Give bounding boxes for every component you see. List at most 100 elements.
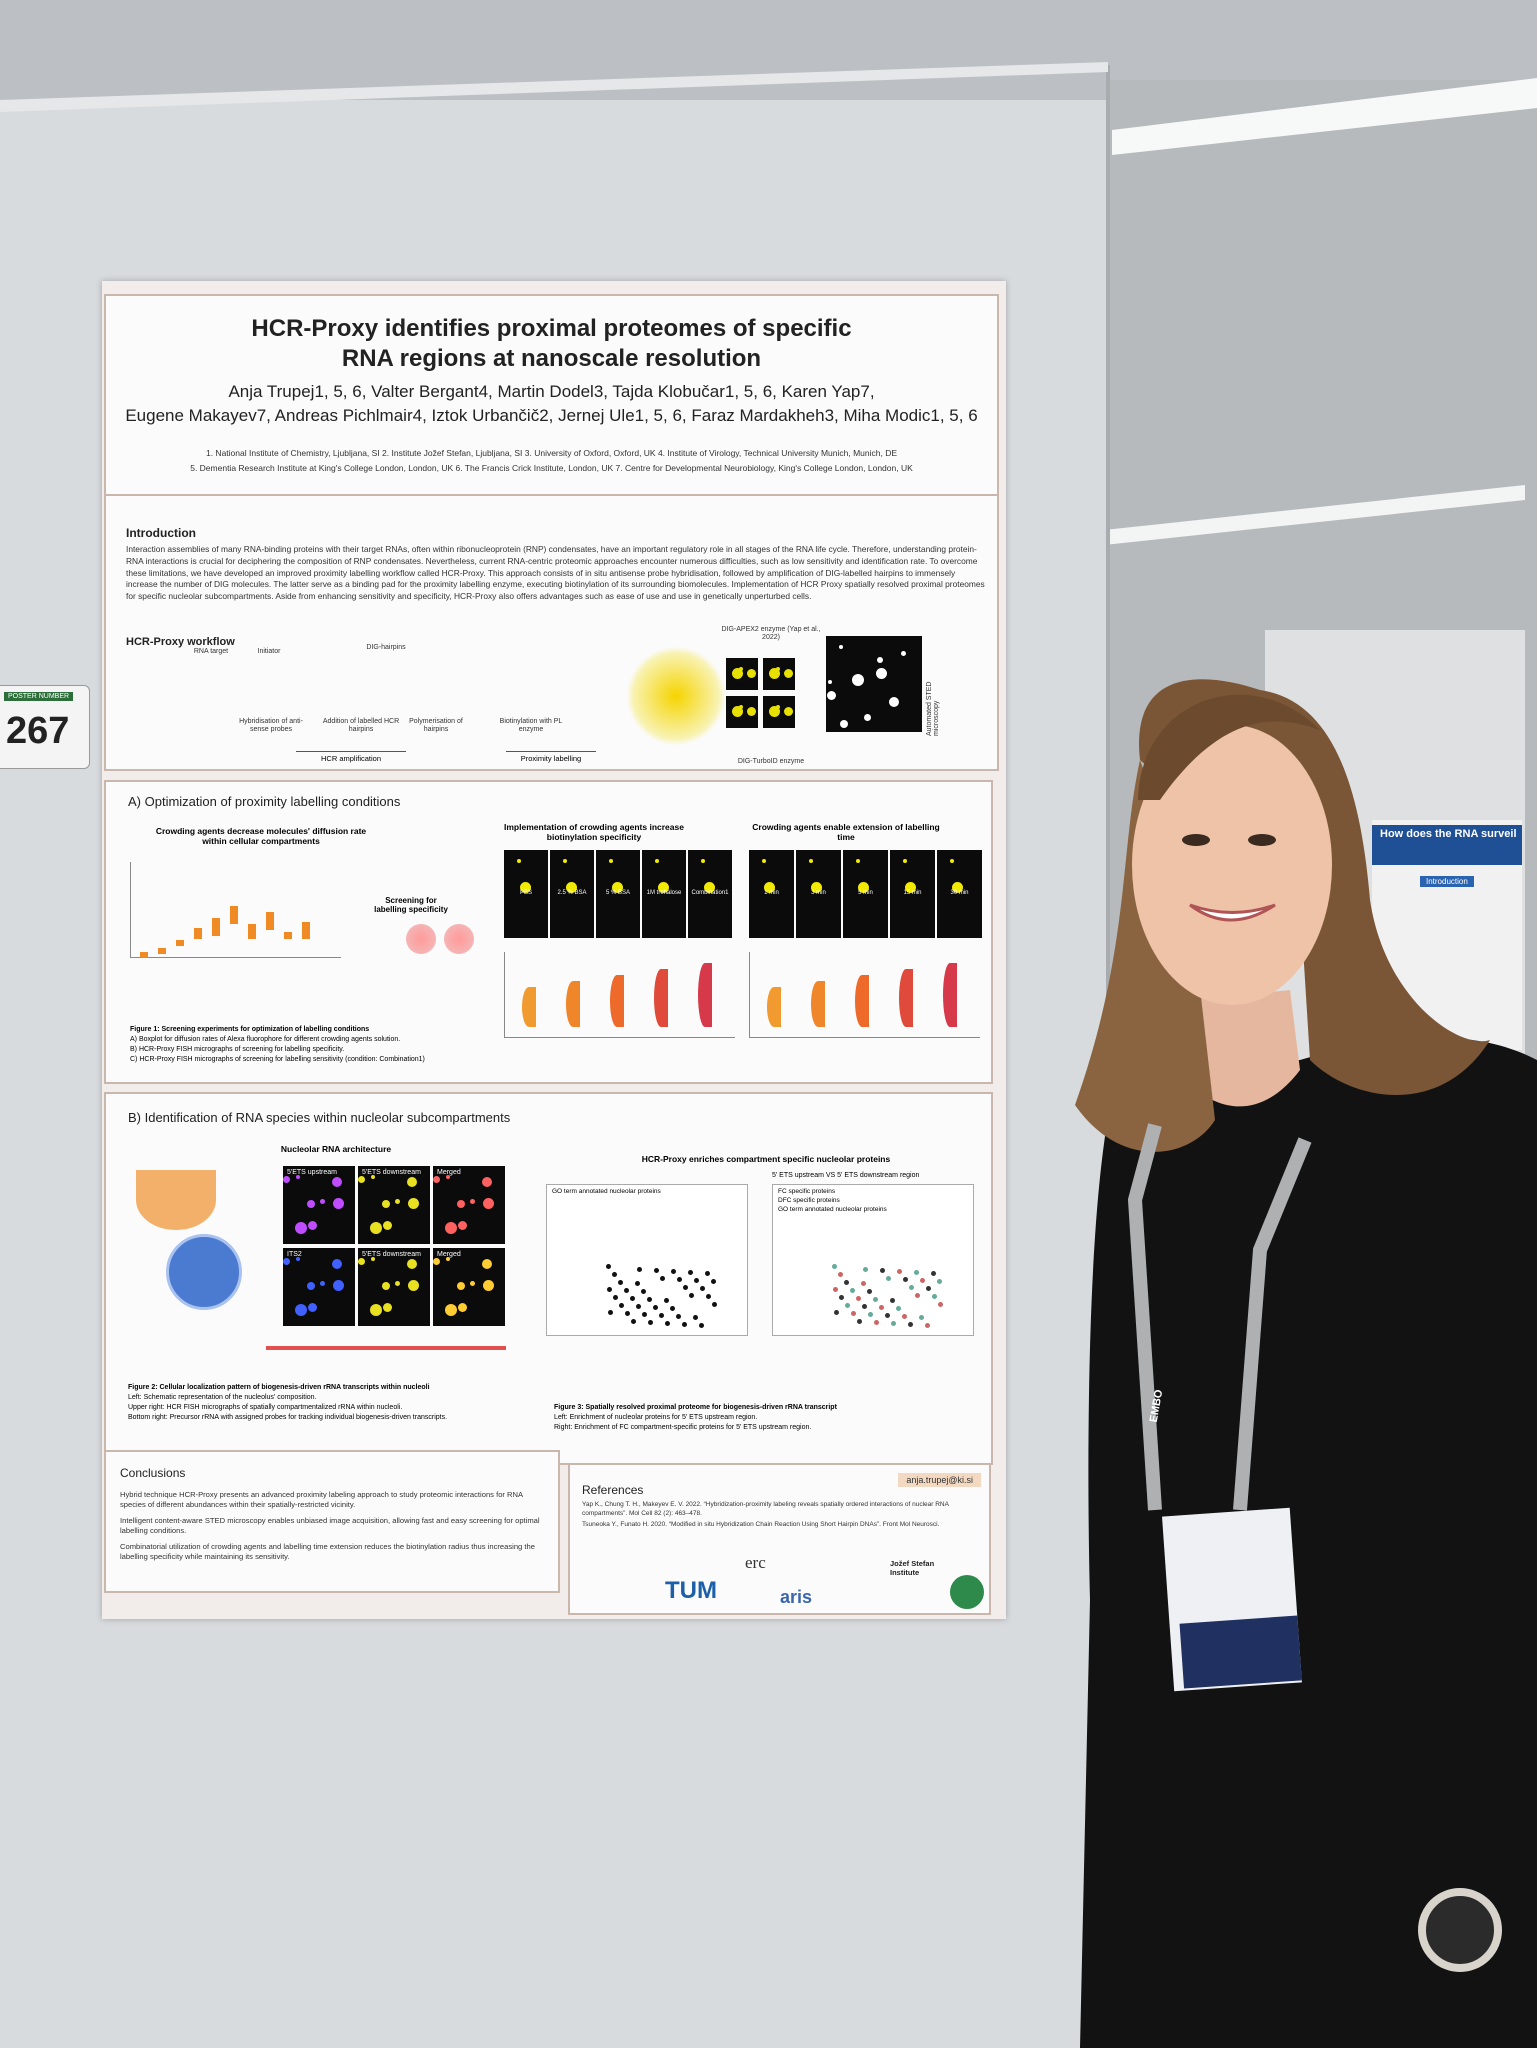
spot — [445, 1304, 457, 1316]
violin — [855, 975, 869, 1027]
violin — [943, 963, 957, 1027]
section-b-content: Nucleolar RNA architecture HCR-Proxy enri… — [106, 1094, 995, 1467]
side-poster-title: How does the RNA surveil — [1380, 828, 1517, 840]
micrograph — [642, 850, 686, 938]
spot — [483, 1280, 494, 1291]
scatter-point — [873, 1297, 878, 1302]
scatter-point — [845, 1303, 850, 1308]
introduction-section: Introduction Interaction assemblies of m… — [104, 494, 999, 771]
spot — [828, 680, 832, 684]
scatter-point — [862, 1304, 867, 1309]
time-label: 1 min — [764, 890, 779, 896]
scatter-point — [711, 1279, 716, 1284]
poster-number-caption: POSTER NUMBER — [4, 692, 74, 701]
legend-entry: GO term annotated nucleolar proteins — [552, 1188, 661, 1195]
scatter-point — [931, 1271, 936, 1276]
panel-title: HCR-Proxy enriches compartment specific … — [641, 1154, 891, 1164]
references: References anja.trupej@ki.si Yap K., Chu… — [568, 1463, 991, 1615]
eye — [1248, 834, 1276, 846]
logo: TUM — [665, 1577, 717, 1604]
scatter-point — [613, 1295, 618, 1300]
spot — [445, 1222, 457, 1234]
micrograph-label: ITS2 — [287, 1251, 302, 1258]
hair-left — [1075, 760, 1215, 1152]
scatter-point — [932, 1294, 937, 1299]
panel-title: Implementation of crowding agents increa… — [504, 822, 684, 842]
micrograph — [726, 658, 758, 690]
spot — [333, 1280, 344, 1291]
workflow-group: HCR amplification — [296, 751, 406, 763]
condition-label: PBS — [519, 890, 532, 896]
workflow-label: DIG-APEX2 enzyme (Yap et al., 2022) — [721, 626, 821, 641]
scatter-point — [653, 1305, 658, 1310]
boxplot — [130, 862, 341, 958]
scatter-point — [694, 1278, 699, 1283]
email: anja.trupej@ki.si — [898, 1473, 981, 1487]
scatter-point — [909, 1285, 914, 1290]
spot — [307, 1282, 315, 1290]
spot — [482, 1259, 492, 1269]
spot — [858, 882, 869, 893]
spot — [704, 882, 715, 893]
violin — [811, 981, 825, 1027]
scatter-point — [647, 1297, 652, 1302]
micrograph — [763, 658, 795, 690]
scatter-point — [896, 1306, 901, 1311]
affiliation-line: 5. Dementia Research Institute at King's… — [190, 463, 913, 473]
spot — [332, 1177, 342, 1187]
scatter-point — [857, 1319, 862, 1324]
spot — [470, 1199, 475, 1204]
scatter-point — [856, 1296, 861, 1301]
box — [158, 948, 166, 954]
scatter-point — [608, 1310, 613, 1315]
scatter-point — [850, 1288, 855, 1293]
micrograph — [358, 1248, 430, 1326]
scatter-point — [897, 1269, 902, 1274]
spot — [762, 859, 766, 863]
spot — [296, 1257, 300, 1261]
micrograph — [358, 1166, 430, 1244]
box — [284, 932, 292, 939]
micrograph — [596, 850, 640, 938]
eye — [1182, 834, 1210, 846]
box — [266, 912, 274, 930]
spot — [296, 1175, 300, 1179]
spot — [307, 1200, 315, 1208]
paragraph: Interaction assemblies of many RNA-bindi… — [126, 544, 985, 602]
scatter-point — [705, 1271, 710, 1276]
spot — [308, 1221, 317, 1230]
nucleus-image — [406, 924, 436, 954]
scatter-point — [642, 1312, 647, 1317]
scatter-point — [636, 1304, 641, 1309]
time-label: 5 min — [858, 890, 873, 896]
violin-axes — [749, 952, 980, 1038]
caption-line: Bottom right: Precursor rRNA with assign… — [128, 1414, 448, 1421]
panel-title: Crowding agents enable extension of labe… — [752, 822, 940, 842]
section-a: A) Optimization of proximity labelling c… — [104, 780, 993, 1084]
scatter-point — [834, 1310, 839, 1315]
scatter-point — [619, 1303, 624, 1308]
scatter-point — [624, 1288, 629, 1293]
spot — [809, 859, 813, 863]
scatter-point — [689, 1293, 694, 1298]
scatter-point — [925, 1323, 930, 1328]
micrograph — [796, 850, 841, 938]
scatter-point — [706, 1294, 711, 1299]
scatter-point — [915, 1293, 920, 1298]
heading: B) Identification of RNA species within … — [128, 1110, 511, 1125]
caption-line: Figure 2: Cellular localization pattern … — [128, 1384, 430, 1391]
spot — [609, 859, 613, 863]
reference-list: Yap K., Chung T. H., Makeyev E. V. 2022.… — [582, 1501, 982, 1533]
micrograph — [688, 850, 732, 938]
nucleolus-schematic — [166, 1234, 242, 1310]
title-line: HCR-Proxy identifies proximal proteomes … — [251, 315, 852, 342]
box — [140, 952, 148, 958]
spot — [784, 669, 793, 678]
scatter-point — [612, 1272, 617, 1277]
condition-label: 2.5 % BSA — [557, 890, 587, 896]
micrograph — [550, 850, 594, 938]
spot — [383, 1221, 392, 1230]
workflow: RNA target Initiator DIG-hairpins Hybridisa… — [106, 496, 1001, 773]
spot — [839, 645, 843, 649]
spot — [877, 657, 883, 663]
